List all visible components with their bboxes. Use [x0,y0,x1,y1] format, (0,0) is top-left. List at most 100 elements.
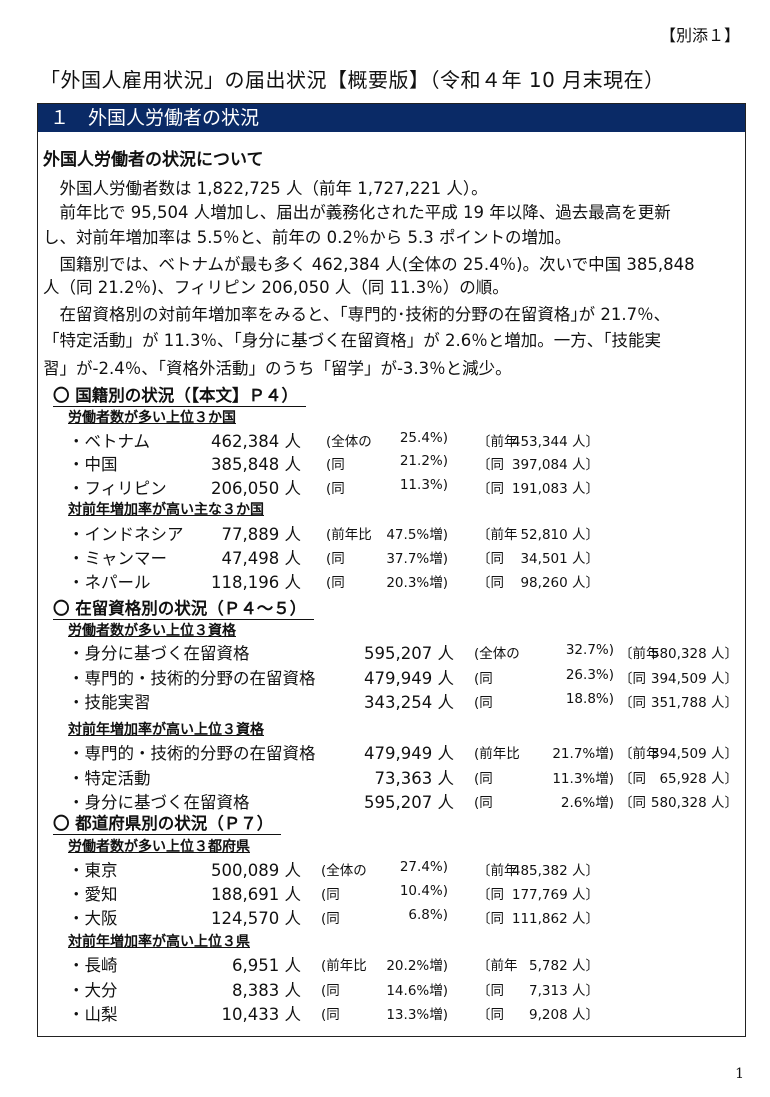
row-count: 124,570 人 [211,909,301,928]
row-count: 479,949 人 [364,744,454,763]
prev-value: 453,344 人〕 [511,434,599,450]
table-row: ・身分に基づく在留資格 595,207 人 (全体の 32.7%) 〔前年 580,328… [38,640,738,663]
share-value: 26.3%) [565,667,614,683]
row-name: ・愛知 [68,885,118,904]
share-label: (同 [326,575,345,591]
prev-label: 〔同 [477,575,504,591]
document-title: 「外国人雇用状況」の届出状況【概要版】（令和４年 10 月末現在） [40,68,665,92]
content-box: １ 外国人労働者の状況 外国人労働者の状況について 外国人労働者数は 1,822… [37,103,746,1037]
share-label: (同 [321,1007,340,1023]
table-row: ・特定活動 73,363 人 (同 11.3%増) 〔同 65,928 人〕 [38,765,738,788]
share-value: 6.8%) [408,907,448,923]
share-label: (前年比 [321,958,367,974]
row-count: 479,949 人 [364,669,454,688]
share-value: 10.4%) [399,883,448,899]
share-value: 21.7%増) [552,746,614,762]
row-count: 10,433 人 [221,1005,301,1024]
paragraph-line: し、対前年増加率は 5.5％と、前年の 0.2％から 5.3 ポイントの増加。 [43,228,572,247]
row-name: ・東京 [68,861,118,880]
prev-label: 〔前年 [477,434,518,450]
group-heading: 対前年増加率が高い主な３か国 [68,502,264,518]
row-name: ・大阪 [68,909,118,928]
prev-label: 〔同 [619,795,646,811]
page-number: 1 [735,1066,744,1082]
row-name: ・専門的・技術的分野の在留資格 [68,669,316,688]
share-label: (同 [474,771,493,787]
prev-value: 580,328 人〕 [650,646,738,662]
prev-label: 〔同 [477,983,504,999]
prev-label: 〔同 [619,771,646,787]
table-row: ・インドネシア 77,889 人 (前年比 47.5%増) 〔前年 52,810 人〕 [38,521,738,544]
row-name: ・山梨 [68,1005,118,1024]
prev-label: 〔同 [477,887,504,903]
prev-value: 52,810 人〕 [520,527,599,543]
prev-label: 〔同 [477,457,504,473]
prev-label: 〔同 [619,671,646,687]
prev-label: 〔前年 [477,863,518,879]
share-label: (同 [321,983,340,999]
section-heading: 〇 在留資格別の状況（Ｐ４～５） [53,599,315,620]
row-count: 206,050 人 [211,479,301,498]
share-value: 37.7%増) [386,551,448,567]
prev-label: 〔同 [477,911,504,927]
table-row: ・専門的・技術的分野の在留資格 479,949 人 (前年比 21.7%増) 〔前年 39… [38,740,738,763]
share-label: (同 [474,671,493,687]
prev-value: 111,862 人〕 [511,911,599,927]
group-heading: 対前年増加率が高い上位３資格 [68,722,264,738]
paragraph-line: 在留資格別の対前年増加率をみると、｢専門的･技術的分野の在留資格｣が 21.7％… [43,305,671,324]
prev-label: 〔同 [477,1007,504,1023]
share-label: (同 [321,911,340,927]
prev-value: 9,208 人〕 [529,1007,599,1023]
table-row: ・長崎 6,951 人 (前年比 20.2%増) 〔前年 5,782 人〕 [38,952,738,975]
row-name: ・大分 [68,981,118,1000]
group-heading: 対前年増加率が高い上位３県 [68,934,250,950]
prev-value: 394,509 人〕 [650,746,738,762]
row-name: ・ベトナム [68,432,151,451]
prev-value: 394,509 人〕 [650,671,738,687]
table-row: ・身分に基づく在留資格 595,207 人 (同 2.6%増) 〔同 580,328 人〕 [38,789,738,812]
prev-label: 〔同 [477,551,504,567]
row-name: ・身分に基づく在留資格 [68,644,250,663]
row-count: 188,691 人 [211,885,301,904]
paragraph-line: 前年比で 95,504 人増加し、届出が義務化された平成 19 年以降、過去最高… [43,203,671,222]
share-label: (同 [474,795,493,811]
paragraph-line: 習」が-2.4％、「資格外活動」のうち「留学」が-3.3％と減少。 [43,359,512,378]
row-count: 8,383 人 [232,981,301,1000]
prev-label: 〔前年 [477,958,518,974]
row-name: ・身分に基づく在留資格 [68,793,250,812]
prev-value: 177,769 人〕 [511,887,599,903]
share-value: 2.6%増) [560,795,614,811]
row-count: 595,207 人 [364,644,454,663]
row-count: 77,889 人 [221,525,301,544]
prev-value: 351,788 人〕 [650,695,738,711]
share-label: (前年比 [326,527,372,543]
table-row: ・山梨 10,433 人 (同 13.3%増) 〔同 9,208 人〕 [38,1001,738,1024]
prev-label: 〔前年 [619,646,660,662]
prev-value: 65,928 人〕 [659,771,738,787]
share-value: 47.5%増) [386,527,448,543]
table-row: ・技能実習 343,254 人 (同 18.8%) 〔同 351,788 人〕 [38,689,738,712]
row-name: ・専門的・技術的分野の在留資格 [68,744,316,763]
table-row: ・ネパール 118,196 人 (同 20.3%増) 〔同 98,260 人〕 [38,569,738,592]
prev-value: 7,313 人〕 [529,983,599,999]
row-count: 118,196 人 [211,573,301,592]
row-count: 73,363 人 [374,769,454,788]
share-value: 20.2%増) [386,958,448,974]
group-heading: 労働者数が多い上位３か国 [68,410,236,426]
row-count: 6,951 人 [232,956,301,975]
prev-value: 397,084 人〕 [511,457,599,473]
paragraph-line: 人（同 21.2％)、フィリピン 206,050 人（同 11.3％）の順。 [43,278,509,297]
section-heading: 〇 国籍別の状況（【本文】Ｐ４） [53,386,306,407]
row-count: 47,498 人 [221,549,301,568]
row-count: 462,384 人 [211,432,301,451]
row-count: 343,254 人 [364,693,454,712]
prev-label: 〔前年 [619,746,660,762]
table-row: ・東京 500,089 人 (全体の 27.4%) 〔前年 485,382 人〕 [38,857,738,880]
share-value: 25.4%) [399,430,448,446]
share-value: 21.2%) [399,453,448,469]
row-name: ・特定活動 [68,769,151,788]
prev-value: 34,501 人〕 [520,551,599,567]
row-name: ・ミャンマー [68,549,167,568]
row-count: 500,089 人 [211,861,301,880]
share-label: (同 [326,481,345,497]
